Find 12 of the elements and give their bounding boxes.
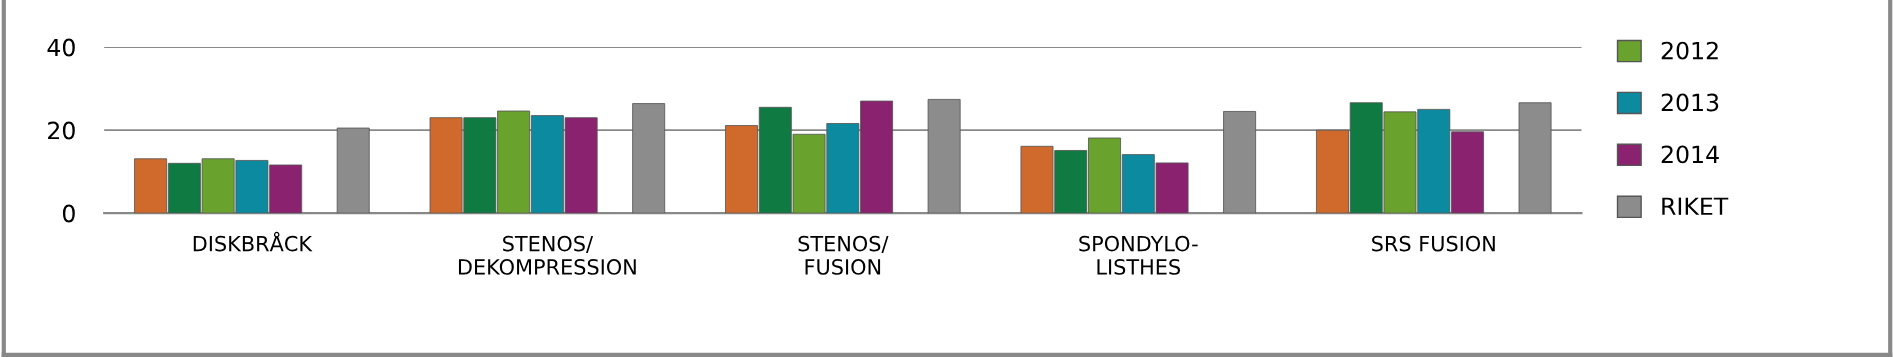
y-tick-label: 20 <box>48 121 75 140</box>
x-tick-label: STENOS/ DEKOMPRESSION <box>458 235 636 275</box>
y-tick-label: 0 <box>62 204 75 223</box>
legend-label: 2012 <box>1661 41 1718 60</box>
legend-label: RIKET <box>1662 197 1729 215</box>
x-tick-label: STENOS/ FUSION <box>798 235 889 275</box>
legend-label: 2014 <box>1661 145 1719 164</box>
legend-label: 2013 <box>1661 93 1719 112</box>
x-tick-label: SRS FUSION <box>1372 235 1495 252</box>
x-tick-label: SPONDYLO- LISTHES <box>1079 235 1198 275</box>
y-tick-label: 40 <box>47 38 75 57</box>
x-tick-label: DISKBRÅCK <box>193 231 313 252</box>
